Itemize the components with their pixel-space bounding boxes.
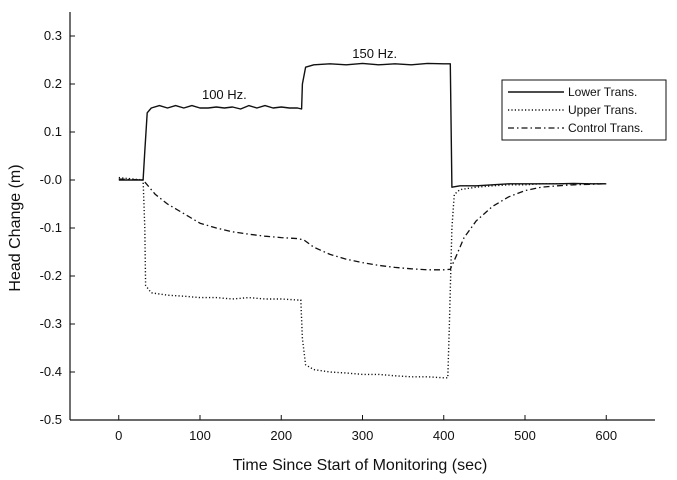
annotation-label: 100 Hz. — [202, 87, 247, 102]
legend: Lower Trans. Upper Trans. Control Trans. — [501, 79, 667, 141]
y-tick-label: 0.3 — [44, 28, 62, 43]
y-tick-label: -0.2 — [40, 268, 62, 283]
y-tick-label: -0.3 — [40, 316, 62, 331]
annotations: 100 Hz. 150 Hz. — [202, 46, 397, 102]
legend-label: Lower Trans. — [568, 85, 637, 99]
x-tick-label: 100 — [189, 428, 211, 443]
series-line-3 — [118, 178, 607, 271]
x-tick-label: 200 — [270, 428, 292, 443]
series-layer — [118, 62, 607, 379]
x-tick-label: 500 — [514, 428, 536, 443]
y-tick-label: -0.5 — [40, 412, 62, 427]
y-tick-label: -0.1 — [40, 220, 62, 235]
x-axis-title: Time Since Start of Monitoring (sec) — [233, 457, 488, 474]
x-tick-label: 0 — [115, 428, 122, 443]
x-tick-label: 300 — [352, 428, 374, 443]
y-tick-label: -0.0 — [40, 172, 62, 187]
y-axis-title: Head Change (m) — [7, 164, 24, 291]
y-tick-label: -0.4 — [40, 364, 62, 379]
annotation-label: 150 Hz. — [352, 46, 397, 61]
x-tick-label: 600 — [595, 428, 617, 443]
legend-label: Upper Trans. — [568, 103, 637, 117]
y-tick-label: 0.2 — [44, 76, 62, 91]
x-tick-label: 400 — [433, 428, 455, 443]
legend-label: Control Trans. — [568, 121, 643, 135]
axes: 0.3 0.2 0.1 -0.0 -0.1 -0.2 -0.3 -0.4 -0.5 0 100 200… — [40, 12, 655, 443]
series-line-1 — [118, 62, 607, 188]
y-tick-label: 0.1 — [44, 124, 62, 139]
